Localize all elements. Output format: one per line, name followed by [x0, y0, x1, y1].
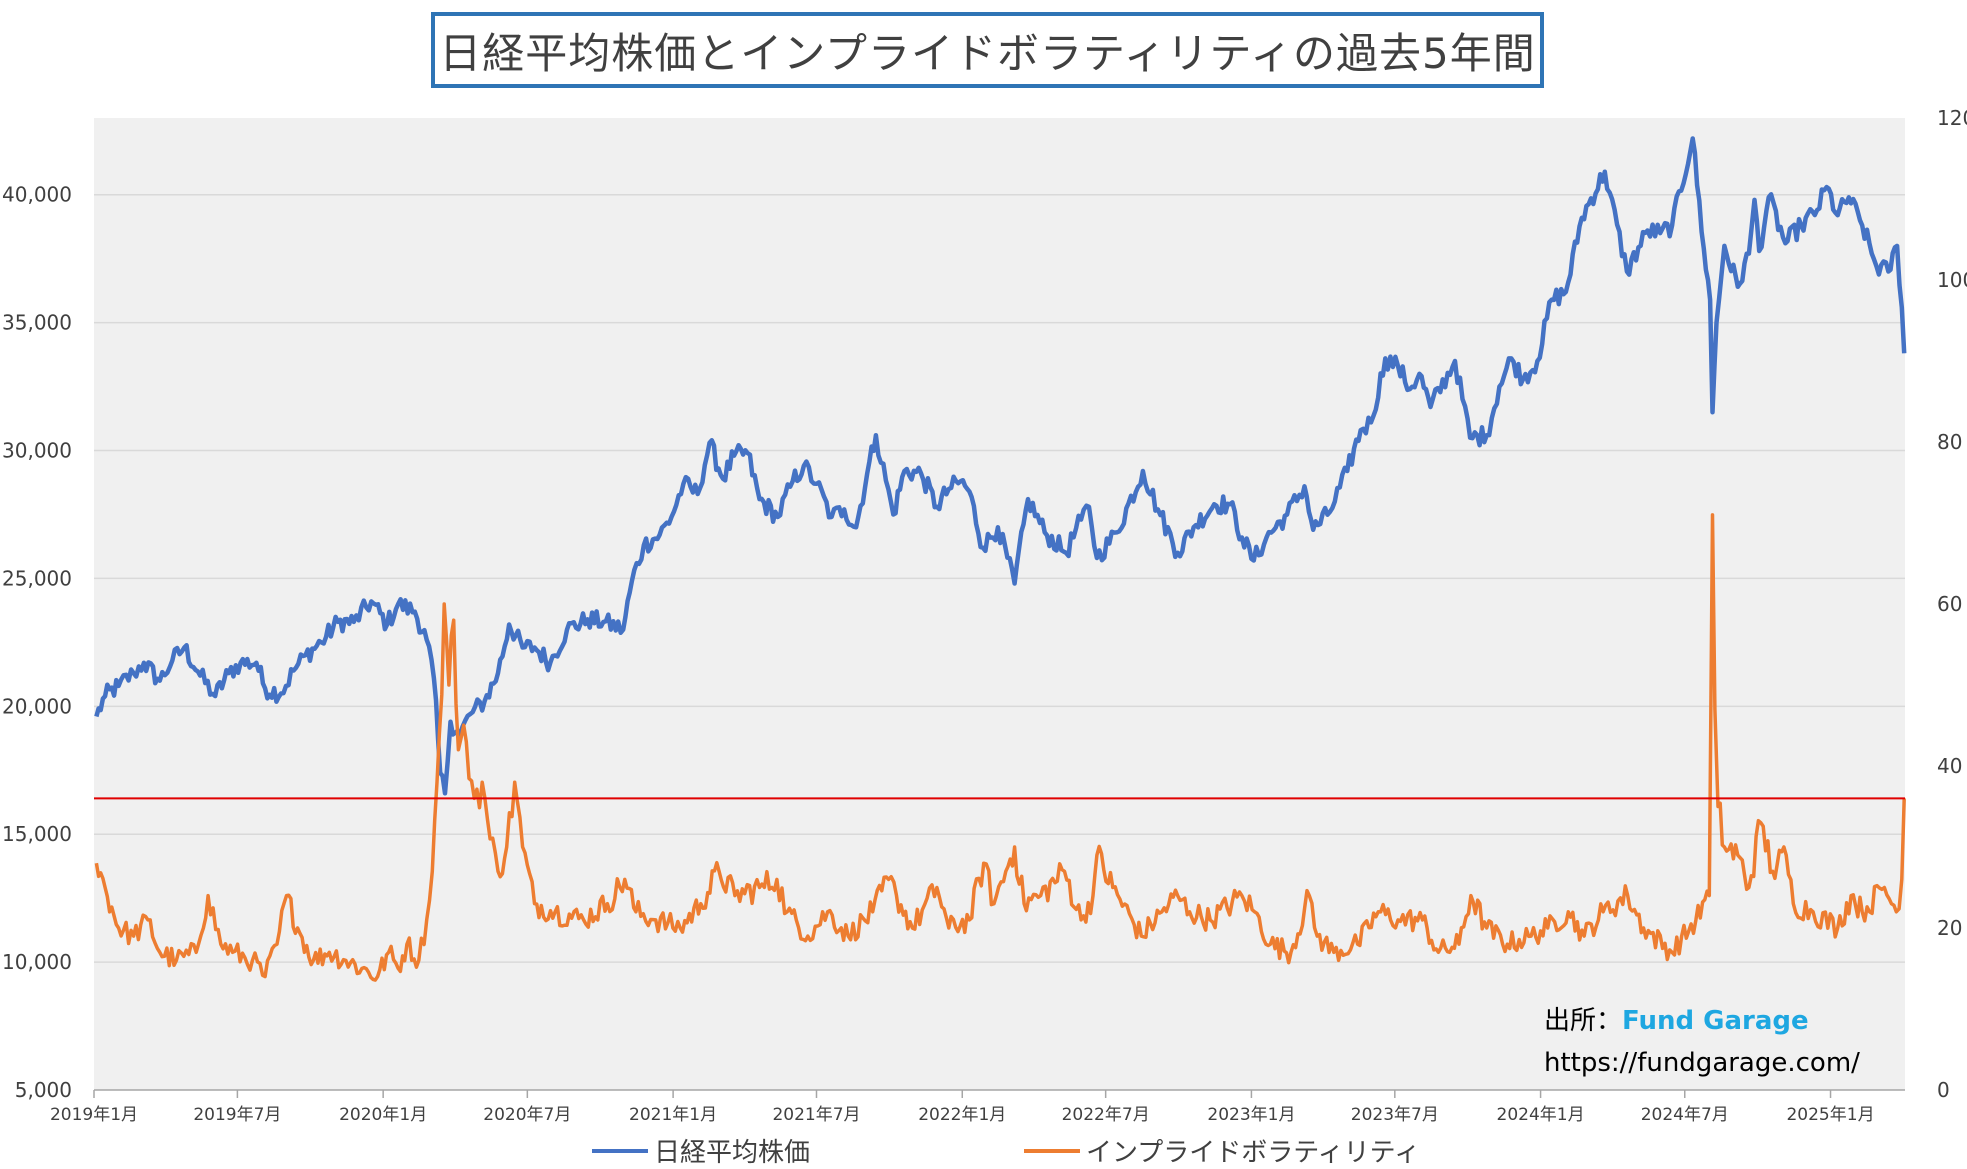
nikkei-series-line [94, 136, 1907, 796]
legend-label-nikkei: 日経平均株価 [654, 1138, 811, 1168]
series-lines [94, 136, 1907, 982]
x-axis: 2019年1月 2019年7月 2020年1月 2020年7月 2021年1月 2021年… [50, 1089, 1905, 1125]
x-axis-tick-label: 2023年7月 [1351, 1105, 1439, 1125]
x-axis-tick-label: 2023年1月 [1207, 1105, 1295, 1125]
x-axis-tick-label: 2022年7月 [1062, 1105, 1150, 1125]
x-axis-tick-label: 2021年1月 [629, 1105, 717, 1125]
legend-swatch-volatility [1024, 1148, 1080, 1153]
left-axis-tick-label: 30,000 [2, 439, 72, 463]
legend-item-volatility: インプライドボラティリティ [1024, 1132, 1420, 1169]
source-url: https://fundgarage.com/ [1544, 1048, 1860, 1078]
legend-swatch-nikkei [592, 1148, 648, 1153]
x-axis-tick-label: 2024年1月 [1497, 1105, 1585, 1125]
x-axis-tick-label: 2022年1月 [918, 1105, 1006, 1125]
source-label: 出所：Fund Garage [1544, 1000, 1809, 1037]
legend: 日経平均株価 インプライドボラティリティ [0, 1132, 1967, 1168]
x-axis-tick-label: 2025年1月 [1786, 1105, 1874, 1125]
left-axis-tick-label: 40,000 [2, 183, 72, 207]
right-axis-tick-label: 120 [1937, 106, 1967, 130]
left-axis-tick-label: 20,000 [2, 694, 72, 718]
left-axis-tick-label: 25,000 [2, 566, 72, 590]
right-axis-tick-label: 60 [1937, 592, 1962, 616]
volatility-series-line [94, 513, 1906, 982]
chart-title: 日経平均株価とインプライドボラティリティの過去5年間 [431, 12, 1544, 88]
left-axis-tick-label: 15,000 [2, 822, 72, 846]
right-axis: 0 20 40 60 80 100 120 [1937, 106, 1967, 1102]
left-axis-tick-label: 35,000 [2, 311, 72, 335]
left-axis-tick-label: 10,000 [2, 950, 72, 974]
legend-item-nikkei: 日経平均株価 [592, 1132, 810, 1169]
right-axis-tick-label: 20 [1937, 916, 1962, 940]
right-axis-tick-label: 100 [1937, 268, 1967, 292]
left-axis: 5,000 10,000 15,000 20,000 25,000 30,000 35,00… [2, 183, 72, 1102]
x-axis-tick-label: 2019年1月 [50, 1105, 138, 1125]
x-axis-tick-label: 2020年7月 [483, 1105, 571, 1125]
x-axis-tick-label: 2020年1月 [339, 1105, 427, 1125]
right-axis-tick-label: 80 [1937, 430, 1962, 454]
x-axis-tick-label: 2021年7月 [772, 1105, 860, 1125]
legend-label-volatility: インプライドボラティリティ [1086, 1138, 1421, 1168]
left-axis-tick-label: 5,000 [15, 1078, 72, 1102]
right-axis-tick-label: 0 [1937, 1078, 1950, 1102]
source-brand: Fund Garage [1622, 1006, 1809, 1036]
x-axis-tick-label: 2024年7月 [1641, 1105, 1729, 1125]
x-axis-tick-label: 2019年7月 [193, 1105, 281, 1125]
right-axis-tick-label: 40 [1937, 754, 1962, 778]
source-prefix: 出所： [1544, 1006, 1623, 1036]
